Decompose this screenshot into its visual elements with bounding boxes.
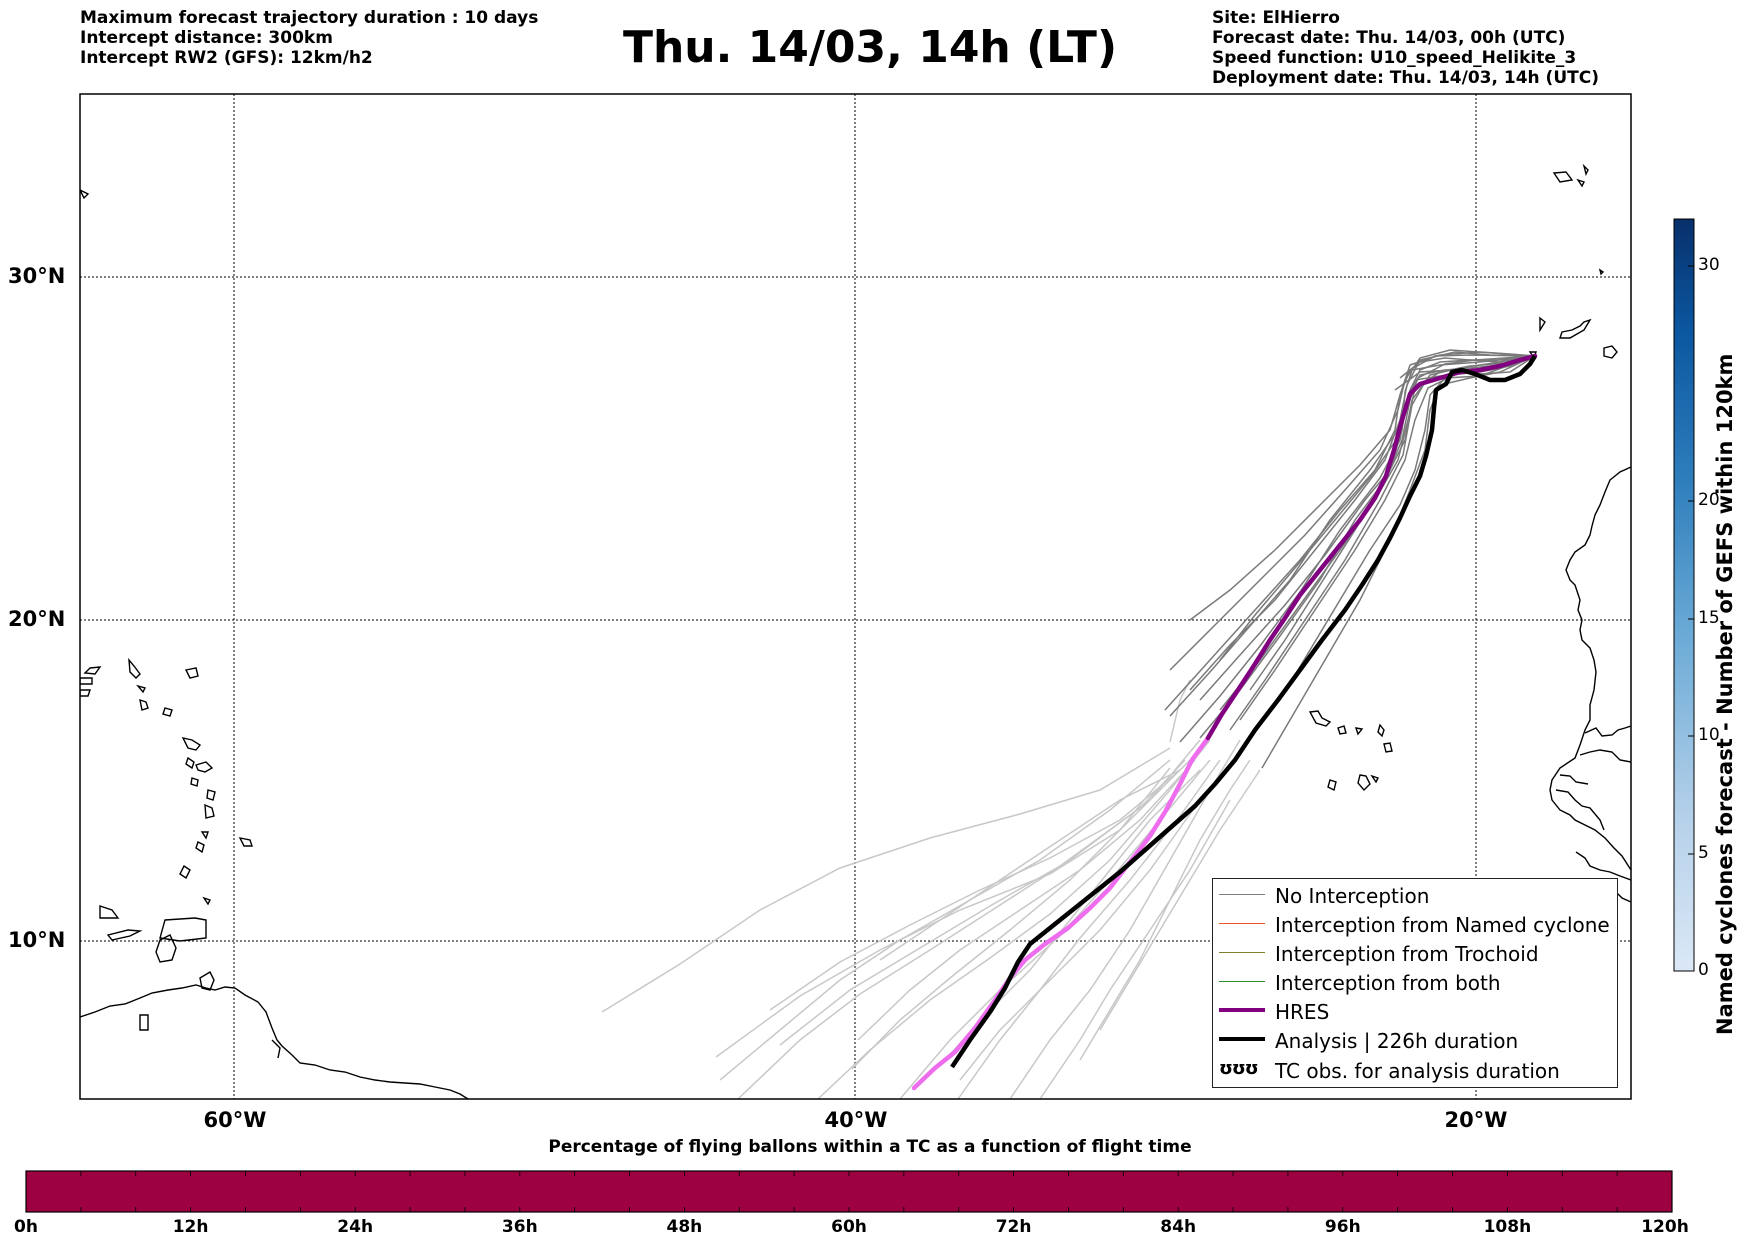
tc-bar-tick: 36h (501, 1217, 538, 1237)
legend-item-analysis: Analysis | 226h duration (1213, 1027, 1617, 1053)
ensemble-tails (601, 679, 1261, 1099)
lat-label-30n: 30°N (8, 264, 66, 288)
tc-bar-tick: 0h (14, 1217, 38, 1237)
header-right-info: Site: ElHierro Forecast date: Thu. 14/03… (1212, 8, 1599, 88)
tc-bar-tick: 120h (1641, 1217, 1689, 1237)
legend-item-named-cyclone: Interception from Named cyclone (1213, 911, 1617, 937)
map-frame (79, 93, 1632, 1100)
header-left-info: Maximum forecast trajectory duration : 1… (80, 8, 538, 68)
legend-item-both: Interception from both (1213, 969, 1617, 995)
header-line: Site: ElHierro (1212, 8, 1340, 28)
tc-bar-tick: 72h (995, 1217, 1032, 1237)
lon-label-20w: 20°W (1444, 1108, 1508, 1132)
colorbar-tick: 10 (1698, 725, 1720, 745)
legend-label: TC obs. for analysis duration (1275, 1059, 1560, 1083)
legend-swatch (1219, 952, 1265, 953)
legend-swatch (1219, 1037, 1265, 1041)
header-line: Intercept RW2 (GFS): 12km/h2 (80, 48, 373, 68)
legend-label: HRES (1275, 1000, 1330, 1024)
tc-bar-tick: 108h (1483, 1217, 1532, 1237)
lat-label-10n: 10°N (8, 928, 66, 952)
header-line: Speed function: U10_speed_Helikite_3 (1212, 48, 1577, 68)
legend-swatch (1219, 1008, 1265, 1012)
legend-item-hres: HRES (1213, 998, 1617, 1024)
colorbar-title-text: Named cyclones forecast - Number of GEFS… (1713, 353, 1737, 1035)
page-title: Thu. 14/03, 14h (LT) (622, 22, 1118, 73)
header-line: Deployment date: Thu. 14/03, 14h (UTC) (1212, 68, 1599, 88)
legend-label: Interception from Trochoid (1275, 942, 1539, 966)
legend-swatch (1219, 894, 1265, 895)
legend-label: Analysis | 226h duration (1275, 1029, 1519, 1053)
cyclone-colorbar (1673, 218, 1695, 972)
tc-bar-tick: 48h (666, 1217, 703, 1237)
legend-item-no-interception: No Interception (1213, 882, 1617, 908)
colorbar-tick: 15 (1698, 608, 1720, 628)
legend-label: Interception from Named cyclone (1275, 913, 1610, 937)
colorbar-tick: 0 (1698, 960, 1709, 980)
colorbar-tick: 20 (1698, 490, 1720, 510)
analysis-trajectory (950, 354, 1537, 1069)
legend-item-tc-obs: ʊʊʊ TC obs. for analysis duration (1213, 1057, 1617, 1083)
legend-label: No Interception (1275, 884, 1430, 908)
legend-swatch (1219, 981, 1265, 982)
tc-percentage-bar (25, 1170, 1673, 1213)
legend-item-trochoid: Interception from Trochoid (1213, 940, 1617, 966)
tc-bar-tick: 84h (1160, 1217, 1197, 1237)
legend-label: Interception from both (1275, 971, 1501, 995)
ensemble-no-interception (1164, 349, 1536, 769)
lat-label-20n: 20°N (8, 607, 66, 631)
legend: No Interception Interception from Named … (1212, 878, 1618, 1088)
tc-bar-tick: 96h (1324, 1217, 1361, 1237)
lon-label-60w: 60°W (203, 1108, 267, 1132)
header-line: Maximum forecast trajectory duration : 1… (80, 8, 539, 28)
legend-swatch (1219, 923, 1265, 924)
colorbar-tick: 30 (1698, 255, 1720, 275)
header-line: Intercept distance: 300km (80, 28, 333, 48)
tc-bar-title: Percentage of flying ballons within a TC… (548, 1137, 1192, 1157)
lon-label-40w: 40°W (824, 1108, 888, 1132)
tc-bar-tick: 24h (337, 1217, 374, 1237)
colorbar-tick: 5 (1698, 843, 1709, 863)
header-line: Forecast date: Thu. 14/03, 00h (UTC) (1212, 28, 1566, 48)
tc-bar-tick: 12h (172, 1217, 209, 1237)
cyclone-symbol-icon: ʊʊʊ (1219, 1058, 1259, 1079)
tc-bar-tick: 60h (831, 1217, 867, 1237)
coastlines (80, 163, 1631, 1099)
